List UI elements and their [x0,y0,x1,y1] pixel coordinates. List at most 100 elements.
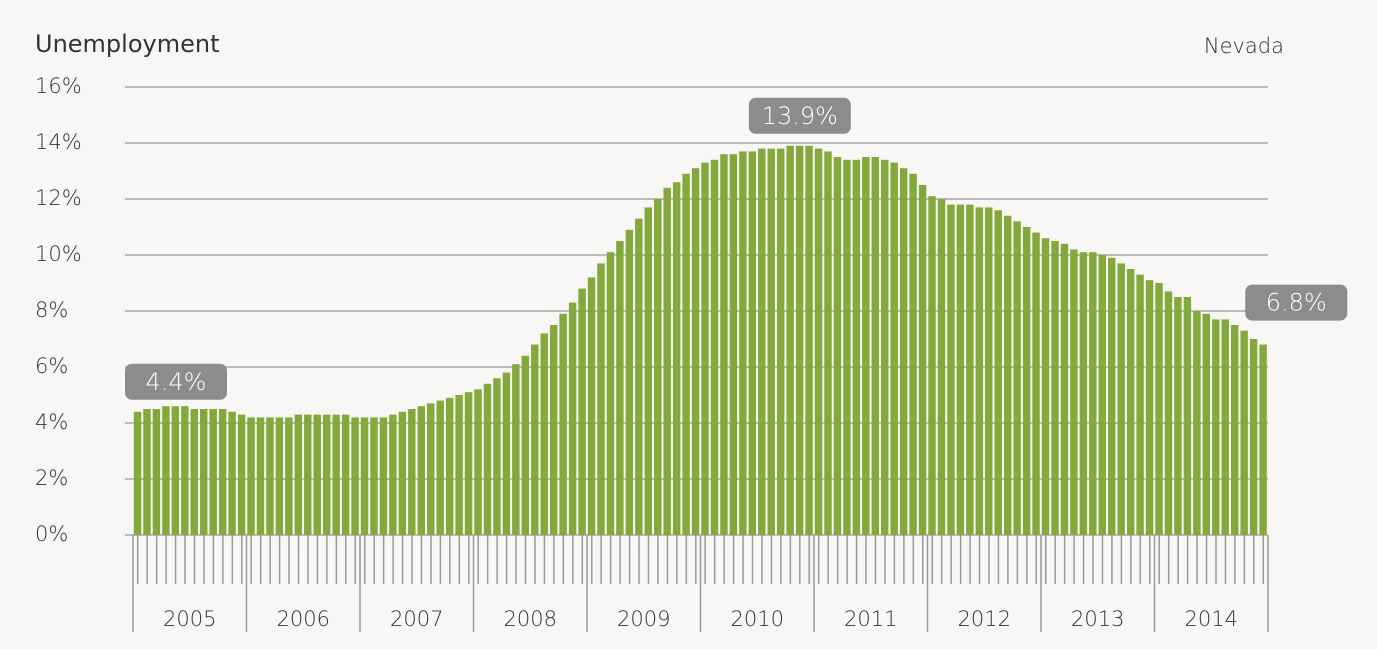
bar [824,151,832,535]
bar [1041,238,1050,535]
bar [805,145,813,536]
callout-box [1245,284,1348,321]
bar [256,417,265,535]
bar [758,148,766,535]
bar [587,277,596,535]
bar [521,355,530,535]
bar [218,409,227,535]
bar [1051,241,1059,535]
bar [672,182,681,535]
bar [417,406,426,535]
bar [1240,330,1248,535]
bar [1249,339,1258,535]
bar [531,344,539,535]
y-tick-label: 10% [35,242,82,266]
callout-box [125,363,227,400]
bar [1230,325,1239,535]
bar [1212,319,1220,535]
bar [398,411,407,535]
bar [493,378,501,535]
bar [625,229,634,536]
bar [360,417,369,535]
bar [1022,227,1031,535]
x-group-label: 2012 [958,607,1011,631]
bar [1221,319,1229,535]
data-label: 4.4% [146,368,207,396]
bar [1126,269,1135,535]
bar [871,157,880,535]
bar [1202,313,1211,535]
callout-box [748,97,851,134]
bar [786,145,794,536]
y-tick-label: 12% [35,186,82,210]
bar [313,414,321,535]
bar [427,403,435,535]
bar [1060,243,1069,536]
chart-subtitle: Nevada [1204,34,1284,58]
bar [937,199,946,535]
x-group-label: 2008 [504,607,557,631]
y-tick-label: 2% [35,466,68,490]
bar [1117,263,1125,535]
bar [729,154,738,535]
bar [294,414,303,535]
bar [1193,311,1201,535]
bar [1089,252,1097,535]
x-group-label: 2013 [1071,607,1124,631]
bar [568,302,577,535]
bar [1259,344,1267,535]
x-group-label: 2006 [277,607,330,631]
bar [1183,297,1192,535]
bar [691,168,700,535]
y-tick-label: 16% [35,74,82,98]
bar [644,207,653,535]
bar [436,400,444,535]
bar [710,159,719,536]
bar [909,173,917,536]
bar [228,411,236,535]
bar [190,409,199,535]
bar [899,168,908,535]
bar [379,417,388,535]
bar [890,162,898,535]
y-tick-label: 8% [35,298,68,322]
bar [663,187,671,536]
bar [975,207,984,535]
bar [1145,280,1154,535]
bar [928,196,936,535]
bar [985,207,993,535]
bar [304,414,312,535]
bar [143,409,151,535]
bar [814,148,823,535]
bar [285,417,293,535]
bar [275,417,284,535]
bar [654,199,662,535]
bar [578,288,586,535]
bar [1079,252,1088,535]
bar [464,392,473,535]
bar [1013,221,1021,535]
x-group-label: 2011 [844,607,897,631]
bar [748,151,757,535]
bar [635,218,643,535]
bar [181,406,189,535]
bar [881,159,889,536]
x-group-label: 2010 [731,607,784,631]
bar [1032,232,1040,535]
chart-title: Unemployment [35,30,219,58]
bar [947,204,955,535]
bar [966,204,974,535]
bar [237,414,246,535]
x-group-label: 2005 [163,607,216,631]
bar [247,417,255,535]
bar [455,395,463,535]
bar [351,417,359,535]
bar [795,145,804,536]
bar [559,313,567,535]
bar [720,154,728,535]
bar [502,372,511,535]
bar [474,389,482,535]
bar [1174,297,1182,535]
bar [918,185,927,535]
bar [200,409,208,535]
